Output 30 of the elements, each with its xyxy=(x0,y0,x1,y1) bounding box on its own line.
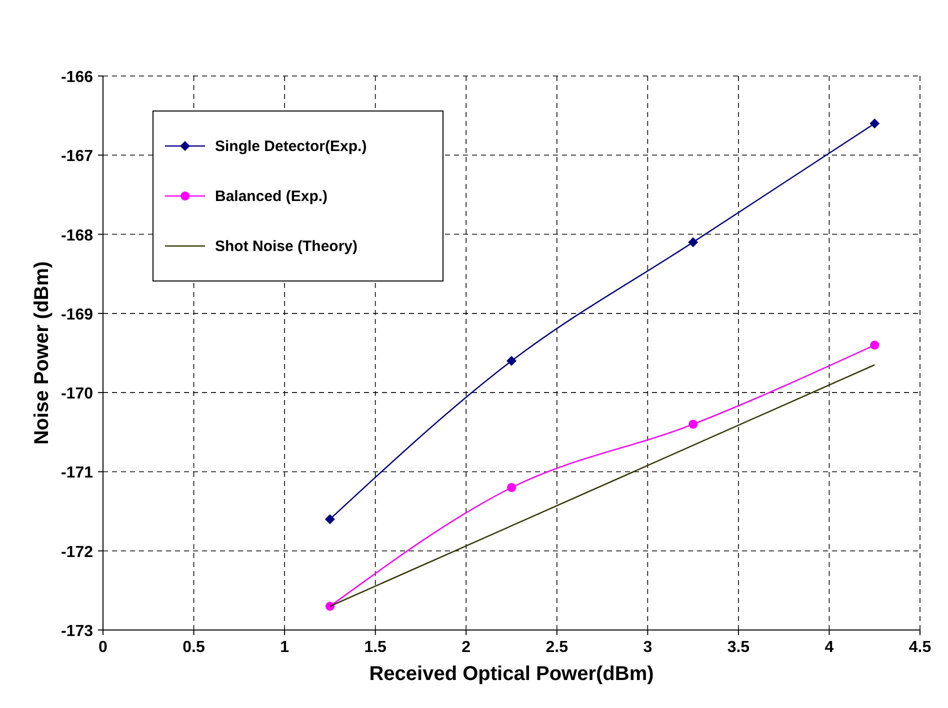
y-tick-label: -169 xyxy=(60,306,94,324)
x-tick-label: 3.5 xyxy=(727,639,750,656)
point xyxy=(324,514,335,524)
x-tick-label: 1 xyxy=(280,639,290,656)
y-tick-label: -166 xyxy=(60,69,94,86)
x-tick-label: 4 xyxy=(824,639,834,656)
legend-label: Shot Noise (Theory) xyxy=(215,238,358,255)
y-axis-title: Noise Power (dBm) xyxy=(31,261,53,445)
y-tick-label: -173 xyxy=(60,623,94,640)
y-tick-label: -171 xyxy=(60,464,94,482)
point xyxy=(870,118,880,128)
point xyxy=(688,420,698,429)
x-tick-label: 1.5 xyxy=(364,639,387,656)
x-tick-label: 3 xyxy=(643,639,652,656)
point xyxy=(688,237,698,248)
x-axis-title: Received Optical Power(dBm) xyxy=(369,663,654,685)
x-tick-label: 0 xyxy=(98,639,108,656)
y-tick-label: -170 xyxy=(60,386,94,403)
y-tick-label: -168 xyxy=(60,227,94,244)
x-tick-label: 4.5 xyxy=(908,639,932,656)
y-tick-label: -172 xyxy=(60,544,94,561)
x-tick-label: 2.5 xyxy=(546,639,568,656)
legend-label: Balanced (Exp.) xyxy=(215,188,328,205)
point xyxy=(506,356,516,366)
point xyxy=(507,483,516,492)
x-tick-label: 0.5 xyxy=(182,639,205,656)
x-tick-label: 2 xyxy=(462,639,471,656)
point xyxy=(870,340,880,350)
y-tick-label: -167 xyxy=(60,148,94,166)
legend-label: Single Detector(Exp.) xyxy=(215,138,367,155)
